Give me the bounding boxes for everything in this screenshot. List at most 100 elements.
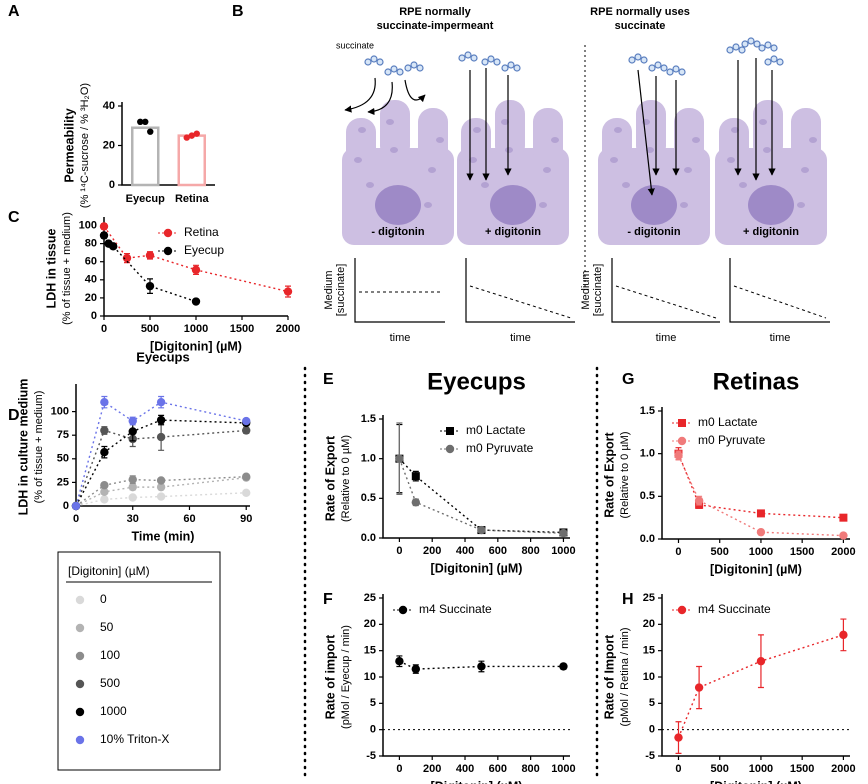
y-axis-label: Rate of Import bbox=[602, 634, 616, 720]
arrow bbox=[367, 81, 393, 116]
graph-y-label: [succinate] bbox=[592, 264, 604, 317]
data-point bbox=[411, 664, 421, 674]
panel-letter: B bbox=[232, 3, 244, 20]
molecule bbox=[634, 53, 642, 61]
microvillus bbox=[533, 108, 563, 168]
group-title: succinate-impermeant bbox=[377, 20, 494, 32]
molecule bbox=[364, 58, 372, 66]
data-point bbox=[100, 397, 109, 407]
y-tick-label: 1.0 bbox=[361, 453, 376, 465]
organelle bbox=[646, 147, 654, 153]
data-point bbox=[71, 501, 81, 511]
x-tick-label: 500 bbox=[141, 323, 159, 335]
microvillus bbox=[719, 118, 749, 178]
series-line bbox=[677, 455, 844, 537]
data-point bbox=[122, 253, 132, 263]
molecule bbox=[654, 61, 662, 69]
legend-marker bbox=[163, 246, 173, 256]
microvillus bbox=[461, 118, 491, 178]
y-tick-label: 40 bbox=[103, 100, 115, 112]
graph-axis bbox=[611, 258, 720, 323]
data-point bbox=[674, 451, 683, 460]
legend-box bbox=[57, 551, 221, 771]
data-point bbox=[99, 222, 109, 231]
molecule bbox=[404, 64, 412, 72]
arrow bbox=[637, 69, 655, 196]
data-point bbox=[694, 683, 704, 692]
data-point bbox=[128, 482, 137, 492]
organelle bbox=[390, 147, 398, 153]
data-point bbox=[137, 118, 144, 126]
graph-x-label: time bbox=[510, 332, 531, 344]
data-point bbox=[839, 630, 848, 640]
x-tick-label: 0 bbox=[396, 545, 402, 557]
x-tick-label: 0 bbox=[73, 513, 79, 525]
data-point bbox=[395, 657, 404, 666]
data-point bbox=[156, 397, 166, 407]
organelle bbox=[501, 119, 509, 125]
organelle bbox=[551, 137, 559, 143]
organelle bbox=[801, 167, 809, 173]
data-point bbox=[156, 432, 166, 442]
data-point bbox=[477, 662, 486, 671]
panel-letter: E bbox=[323, 371, 334, 388]
data-point bbox=[100, 447, 109, 457]
data-point bbox=[395, 454, 404, 463]
microvillus bbox=[674, 108, 704, 168]
molecule bbox=[507, 61, 515, 69]
y-tick-label: 40 bbox=[85, 274, 97, 286]
y-tick-label: 60 bbox=[85, 256, 97, 268]
molecule bbox=[726, 46, 734, 54]
molecule bbox=[493, 58, 501, 66]
molecule bbox=[376, 58, 384, 66]
y-axis-label: (Relative to 0 µM) bbox=[340, 435, 352, 522]
chart-title: Eyecups bbox=[136, 349, 189, 364]
y-tick-label: 20 bbox=[85, 292, 97, 304]
data-point bbox=[147, 128, 154, 135]
data-point bbox=[242, 426, 251, 435]
molecule bbox=[513, 64, 521, 72]
data-point bbox=[839, 531, 848, 540]
organelle bbox=[505, 147, 513, 153]
x-tick-label: 600 bbox=[489, 545, 507, 557]
data-point bbox=[559, 662, 568, 671]
molecule bbox=[396, 68, 404, 76]
x-tick-label: 90 bbox=[240, 513, 252, 525]
y-tick-label: 1.5 bbox=[361, 413, 376, 425]
data-point bbox=[191, 297, 201, 306]
molecule bbox=[660, 64, 668, 72]
data-point bbox=[411, 498, 421, 507]
organelle bbox=[358, 127, 366, 133]
group-title: RPE normally bbox=[399, 6, 471, 18]
axis bbox=[382, 594, 570, 757]
legend-label: 1000 bbox=[100, 704, 127, 718]
organelle bbox=[354, 157, 362, 163]
legend-label: m0 Pyruvate bbox=[698, 433, 766, 447]
x-tick-label: Eyecup bbox=[126, 193, 165, 205]
legend-label: m0 Lactate bbox=[698, 415, 758, 429]
molecule bbox=[481, 58, 489, 66]
y-tick-label: 1.0 bbox=[640, 448, 655, 460]
cell-diagram: - digitonin + digitonin - digitonin + digit… bbox=[323, 37, 830, 344]
data-point bbox=[242, 416, 251, 426]
y-tick-label: 15 bbox=[643, 645, 655, 657]
organelle bbox=[469, 157, 477, 163]
x-axis-label: [Digitonin] (µM) bbox=[431, 561, 523, 575]
nucleus bbox=[375, 185, 421, 225]
trend-line bbox=[733, 285, 827, 319]
molecule bbox=[390, 65, 398, 73]
group-title: RPE normally uses bbox=[590, 6, 690, 18]
molecule bbox=[464, 51, 472, 59]
data-point bbox=[188, 132, 195, 139]
trend-line bbox=[469, 285, 572, 319]
data-point bbox=[756, 657, 766, 666]
x-tick-label: 1000 bbox=[184, 323, 208, 335]
panel-letter: G bbox=[622, 371, 634, 388]
data-point bbox=[156, 476, 166, 485]
x-tick-label: 1000 bbox=[749, 546, 773, 558]
x-axis-label: Time (min) bbox=[132, 529, 195, 543]
axis bbox=[661, 594, 850, 757]
x-tick-label: 600 bbox=[489, 763, 507, 775]
y-tick-label: 0 bbox=[109, 179, 115, 191]
data-point bbox=[694, 496, 704, 505]
